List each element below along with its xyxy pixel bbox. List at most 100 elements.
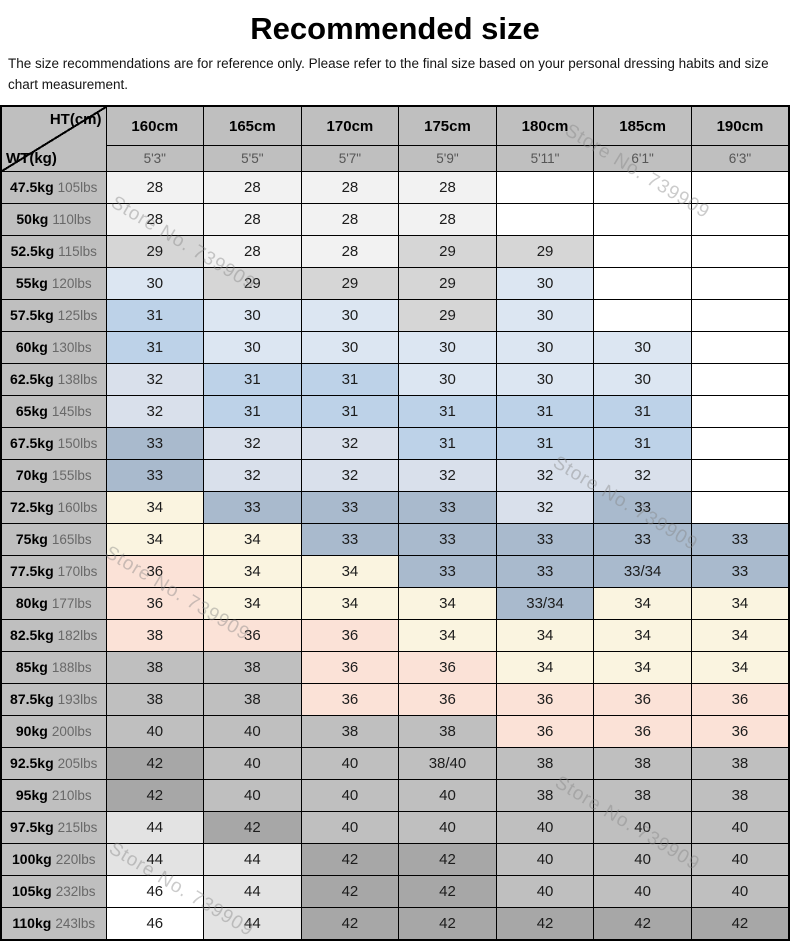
size-cell: 38: [105, 651, 205, 685]
size-cell: 36: [300, 619, 400, 653]
size-cell: 34: [398, 587, 497, 621]
weight-lbs: 138lbs: [57, 372, 98, 388]
weight-kg: 52.5kg: [10, 243, 55, 260]
size-cell: 31: [398, 395, 497, 429]
weight-kg: 92.5kg: [10, 755, 54, 772]
size-cell: [593, 203, 692, 237]
table-row: 60kg 130lbs 31 30 30 30 30 30: [0, 331, 790, 365]
table-row: 62.5kg 138lbs 32 31 31 30 30 30: [0, 363, 790, 397]
size-cell: 33: [300, 491, 400, 525]
weight-kg: 87.5kg: [10, 691, 54, 708]
weight-label: 80kg 177lbs: [0, 587, 107, 621]
size-cell: 34: [690, 651, 790, 685]
size-cell: 30: [495, 299, 595, 333]
weight-label: 110kg 243lbs: [0, 907, 107, 941]
weight-lbs: 232lbs: [55, 884, 96, 900]
height-ft-row: 5'3" 5'5" 5'7" 5'9" 5'11" 6'1" 6'3": [1, 145, 790, 173]
weight-lbs: 188lbs: [51, 660, 92, 676]
size-cell: 34: [105, 491, 205, 525]
size-cell: [690, 299, 790, 333]
size-cell: 31: [593, 427, 692, 461]
table-row: 110kg 243lbs 46 44 42 42 42 42 42: [0, 907, 790, 941]
size-cell: 31: [398, 427, 497, 461]
size-table: HT(cm) WT(kg) 160cm 165cm 170cm 175cm 180cm 1…: [0, 104, 790, 941]
size-cell: 33: [105, 427, 205, 461]
size-cell: 30: [398, 331, 497, 365]
weight-label: 55kg 120lbs: [0, 267, 107, 301]
table-row: 82.5kg 182lbs 38 36 36 34 34 34 34: [0, 619, 790, 653]
weight-label: 75kg 165lbs: [0, 523, 107, 557]
size-cell: [690, 267, 790, 301]
weight-lbs: 215lbs: [57, 820, 98, 836]
weight-lbs: 165lbs: [51, 532, 92, 548]
size-cell: [690, 235, 790, 269]
size-cell: 38: [203, 651, 302, 685]
size-cell: 44: [203, 907, 302, 941]
size-cell: 40: [593, 875, 692, 909]
size-cell: 42: [690, 907, 790, 941]
size-cell: 32: [203, 459, 302, 493]
size-cell: 38: [690, 747, 790, 781]
size-cell: 38: [495, 747, 595, 781]
weight-label: 77.5kg 170lbs: [0, 555, 107, 589]
size-cell: 28: [203, 235, 302, 269]
size-cell: 29: [398, 267, 497, 301]
size-cell: 34: [398, 619, 497, 653]
size-cell: 40: [495, 875, 595, 909]
weight-label: 82.5kg 182lbs: [0, 619, 107, 653]
weight-lbs: 115lbs: [58, 244, 97, 260]
weight-label: 62.5kg 138lbs: [0, 363, 107, 397]
size-cell: 32: [495, 459, 595, 493]
size-cell: 42: [203, 811, 302, 845]
size-cell: 31: [593, 395, 692, 429]
size-cell: 44: [105, 843, 205, 877]
table-row: 97.5kg 215lbs 44 42 40 40 40 40 40: [0, 811, 790, 845]
size-cell: 40: [495, 843, 595, 877]
size-cell: 33: [593, 491, 692, 525]
weight-label: 95kg 210lbs: [0, 779, 107, 813]
height-ft-header: 6'3": [690, 145, 790, 173]
height-cm-row: HT(cm) WT(kg) 160cm 165cm 170cm 175cm 180cm 1…: [0, 105, 790, 173]
weight-label: 60kg 130lbs: [0, 331, 107, 365]
size-cell: 38: [105, 683, 205, 717]
size-cell: 38/40: [398, 747, 497, 781]
size-cell: 34: [495, 651, 595, 685]
weight-label: 97.5kg 215lbs: [0, 811, 107, 845]
weight-label: 92.5kg 205lbs: [0, 747, 107, 781]
table-row: 95kg 210lbs 42 40 40 40 38 38 38: [0, 779, 790, 813]
weight-label: 85kg 188lbs: [0, 651, 107, 685]
size-cell: 33: [690, 523, 790, 557]
size-cell: 42: [300, 907, 400, 941]
height-cm-header: 165cm: [203, 105, 302, 147]
size-cell: 40: [593, 811, 692, 845]
weight-kg: 50kg: [16, 211, 49, 228]
size-cell: [495, 171, 595, 205]
size-cell: 30: [203, 331, 302, 365]
size-cell: 42: [105, 779, 205, 813]
table-row: 52.5kg 115lbs 29 28 28 29 29: [0, 235, 790, 269]
size-cell: 33: [398, 491, 497, 525]
weight-label: 67.5kg 150lbs: [0, 427, 107, 461]
disclaimer-text: The size recommendations are for referen…: [8, 56, 769, 92]
size-cell: 30: [593, 331, 692, 365]
size-cell: 40: [398, 811, 497, 845]
size-table-header: HT(cm) WT(kg) 160cm 165cm 170cm 175cm 180cm 1…: [0, 105, 790, 173]
size-cell: 31: [203, 395, 302, 429]
size-cell: 32: [398, 459, 497, 493]
weight-lbs: 110lbs: [52, 212, 92, 228]
size-cell: [690, 395, 790, 429]
weight-label: 50kg 110lbs: [0, 203, 107, 237]
weight-kg: 62.5kg: [10, 371, 54, 388]
weight-kg: 55kg: [15, 275, 48, 292]
size-cell: 28: [105, 203, 205, 237]
size-cell: 33: [398, 555, 497, 589]
size-cell: 40: [300, 747, 400, 781]
size-cell: 34: [203, 555, 302, 589]
size-cell: 28: [203, 203, 302, 237]
size-cell: [593, 267, 692, 301]
size-cell: 34: [593, 651, 692, 685]
size-cell: 44: [203, 843, 302, 877]
size-cell: 30: [300, 299, 400, 333]
height-ft-header: 5'11": [495, 145, 595, 173]
height-ft-header: 6'1": [593, 145, 692, 173]
